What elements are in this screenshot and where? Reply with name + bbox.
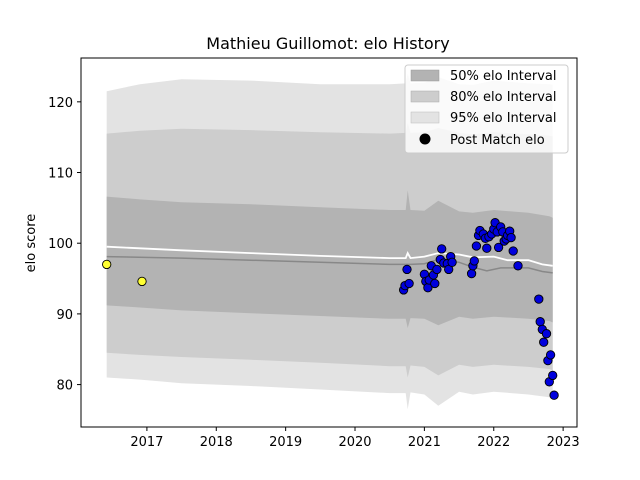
post-match-point bbox=[432, 264, 442, 275]
x-tick-label: 2019 bbox=[269, 435, 302, 450]
post-match-point bbox=[466, 268, 477, 279]
post-match-point bbox=[430, 278, 440, 289]
chart-title: Mathieu Guillomot: elo History bbox=[206, 34, 449, 53]
post-match-point bbox=[508, 246, 518, 256]
legend-label-95: 95% elo Interval bbox=[450, 111, 557, 126]
legend: 50% elo Interval 80% elo Interval 95% el… bbox=[404, 64, 569, 154]
post-match-point bbox=[404, 278, 414, 289]
interval-50-band bbox=[106, 190, 553, 328]
legend-swatch-80 bbox=[410, 90, 440, 103]
x-tick-label: 2023 bbox=[547, 435, 580, 450]
plot-area bbox=[102, 73, 559, 410]
post-match-point bbox=[471, 241, 482, 251]
y-axis: 80 90 100 110 120 bbox=[48, 96, 81, 394]
y-tick-label: 110 bbox=[48, 167, 73, 182]
post-match-points bbox=[102, 218, 559, 400]
post-match-point bbox=[469, 256, 479, 266]
post-match-point bbox=[539, 337, 549, 347]
mean-elo-line bbox=[106, 245, 553, 267]
y-tick-label: 120 bbox=[48, 96, 73, 111]
x-tick-label: 2022 bbox=[477, 435, 510, 450]
post-match-point bbox=[506, 232, 516, 243]
post-match-point bbox=[402, 264, 412, 275]
y-tick-label: 90 bbox=[56, 308, 73, 323]
post-match-point bbox=[545, 350, 556, 360]
legend-frame bbox=[404, 64, 569, 154]
y-axis-label: elo score bbox=[24, 214, 39, 273]
legend-label-80: 80% elo Interval bbox=[450, 90, 557, 105]
plot-frame bbox=[80, 57, 578, 428]
x-tick-label: 2017 bbox=[130, 435, 163, 450]
legend-marker-post-match bbox=[419, 133, 431, 145]
legend-swatch-50 bbox=[410, 69, 440, 82]
post-match-point bbox=[493, 242, 504, 253]
post-match-point-early bbox=[102, 259, 112, 270]
post-match-point-early bbox=[137, 276, 147, 287]
legend-label-50: 50% elo Interval bbox=[450, 69, 557, 84]
legend-swatch-95 bbox=[410, 111, 440, 124]
post-match-point bbox=[548, 370, 558, 381]
post-match-point bbox=[549, 390, 559, 400]
y-tick-label: 100 bbox=[48, 237, 73, 252]
y-tick-label: 80 bbox=[56, 379, 73, 394]
post-match-point bbox=[535, 317, 545, 327]
post-match-point bbox=[534, 294, 544, 304]
x-tick-label: 2021 bbox=[408, 435, 441, 450]
post-match-point bbox=[513, 261, 523, 271]
x-axis: 2017 2018 2019 2020 2021 2022 2023 bbox=[130, 427, 580, 450]
x-tick-label: 2020 bbox=[338, 435, 371, 450]
post-match-point bbox=[482, 243, 492, 253]
post-match-point bbox=[447, 257, 457, 267]
post-match-point bbox=[541, 329, 552, 339]
post-match-point bbox=[437, 244, 447, 254]
x-tick-label: 2018 bbox=[200, 435, 233, 450]
legend-label-post-match: Post Match elo bbox=[450, 133, 545, 148]
